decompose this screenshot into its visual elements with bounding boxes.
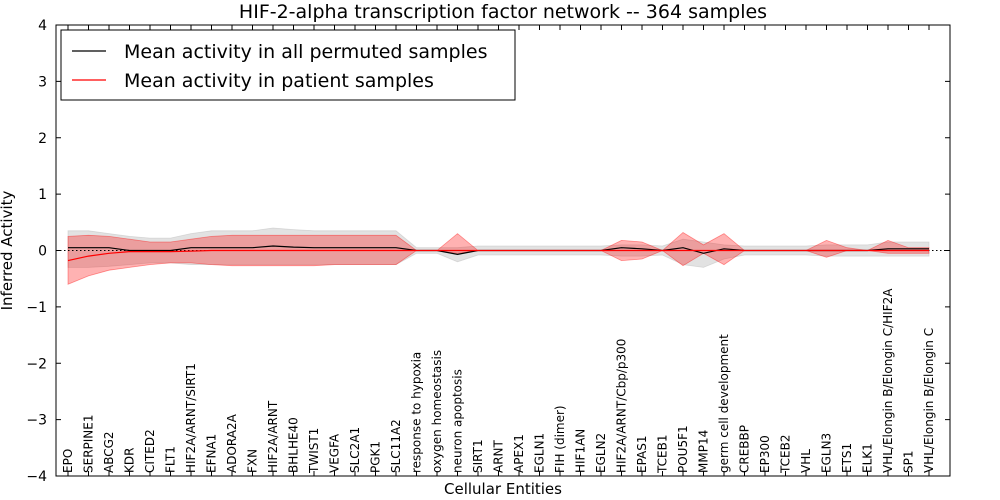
legend-box: [60, 29, 516, 101]
x-tick-label: SERPINE1: [82, 414, 96, 473]
y-axis: 4 3 2 1 0 −1 −2 −3 −4: [26, 18, 950, 485]
legend: Mean activity in all permuted samples Mea…: [60, 29, 516, 101]
x-tick-label: POU5F1: [676, 425, 690, 473]
confidence-bands: [67, 227, 930, 285]
x-tick-label: EGLN3: [820, 433, 834, 473]
x-tick-label: ABCG2: [102, 431, 116, 473]
x-tick-label: VHL/Elongin B/Elongin C: [922, 328, 936, 473]
x-tick-label: SLC11A2: [389, 419, 403, 473]
x-tick-label: CITED2: [143, 429, 157, 473]
y-tick-label: −1: [26, 300, 47, 316]
x-tick-label: PGK1: [369, 441, 383, 473]
x-tick-label: KDR: [123, 448, 137, 473]
x-tick-label: VHL: [799, 449, 813, 473]
y-tick-label: 0: [38, 244, 47, 260]
x-tick-label: TCEB2: [779, 435, 793, 474]
x-tick-label: ADORA2A: [225, 413, 239, 473]
x-tick-label: EGLN1: [533, 433, 547, 473]
x-tick-label: VEGFA: [328, 433, 342, 473]
x-tick-label: ELK1: [861, 443, 875, 473]
y-tick-label: −3: [26, 413, 47, 429]
x-tick-label: APEX1: [512, 434, 526, 473]
x-tick-label: ETS1: [840, 443, 854, 473]
x-tick-label: EPO: [61, 449, 75, 473]
x-tick-label: BHLHE40: [287, 417, 301, 473]
x-tick-label: MMP14: [697, 430, 711, 473]
x-tick-label: FIH (dimer): [553, 405, 567, 473]
x-tick-label: HIF1AN: [574, 429, 588, 473]
legend-label-0: Mean activity in all permuted samples: [124, 41, 487, 63]
x-tick-label: neuron apoptosis: [451, 369, 465, 473]
y-tick-label: 4: [38, 18, 47, 34]
y-tick-label: −4: [26, 469, 47, 485]
x-tick-label: FXN: [246, 449, 260, 473]
x-tick-label: EPAS1: [635, 435, 649, 473]
x-tick-label: VHL/Elongin B/Elongin C/HIF2A: [881, 288, 895, 473]
legend-label-1: Mean activity in patient samples: [124, 70, 434, 92]
series-lines: [67, 245, 929, 262]
x-axis-title: Cellular Entities: [444, 480, 562, 498]
x-tick-label: HIF2A/ARNT/Cbp/p300: [615, 339, 629, 473]
y-tick-label: −2: [26, 356, 47, 372]
x-tick-label: TCEB1: [656, 435, 670, 474]
x-tick-label: HIF2A/ARNT: [266, 400, 280, 473]
y-tick-label: 2: [38, 131, 47, 147]
x-tick-label: EGLN2: [594, 433, 608, 473]
x-tick-label: EP300: [758, 435, 772, 473]
x-tick-label: response to hypoxia: [410, 352, 424, 473]
x-axis: EPO SERPINE1 ABCG2 KDR CITED2 FLT1 HIF2A/ARNT/…: [61, 25, 936, 476]
x-tick-label: SLC2A1: [348, 427, 362, 473]
x-tick-label: oxygen homeostasis: [430, 350, 444, 473]
chart-title: HIF-2-alpha transcription factor network…: [239, 1, 767, 23]
x-tick-label: HIF2A/ARNT/SIRT1: [184, 363, 198, 473]
y-tick-label: 1: [38, 187, 47, 203]
x-tick-label: ARNT: [492, 439, 506, 473]
x-tick-label: EFNA1: [205, 434, 219, 473]
y-tick-label: 3: [38, 74, 47, 90]
x-tick-label: CREBBP: [738, 425, 752, 473]
x-tick-label: SP1: [902, 451, 916, 474]
band-series-0: [67, 227, 930, 268]
y-axis-title: Inferred Activity: [0, 190, 16, 310]
x-tick-label: FLT1: [164, 446, 178, 473]
band-series-1: [67, 232, 930, 285]
x-tick-label: germ cell development: [717, 334, 731, 473]
line-series-1: [67, 249, 929, 262]
x-tick-label: TWIST1: [307, 428, 321, 474]
x-tick-label: SIRT1: [471, 439, 485, 473]
